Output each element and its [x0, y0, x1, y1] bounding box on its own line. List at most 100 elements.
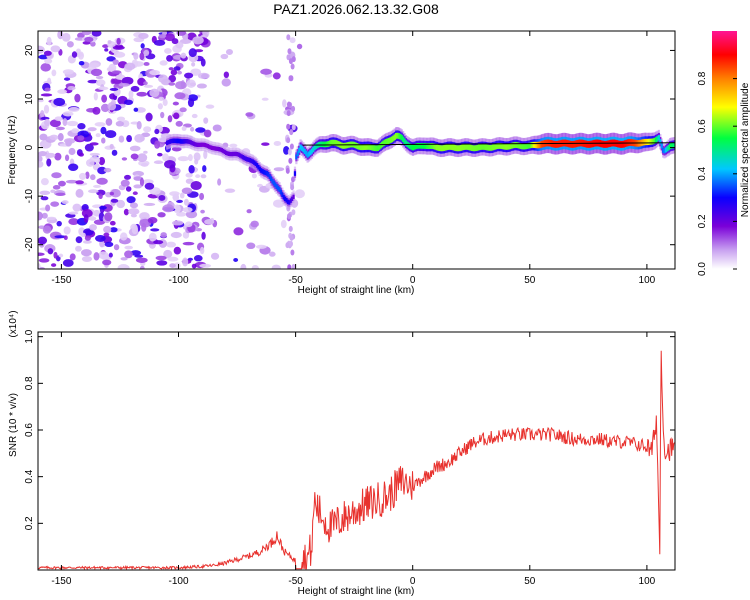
noise-blob — [133, 52, 139, 60]
ridge-segment — [438, 145, 441, 152]
ridge-segment — [247, 157, 250, 162]
noise-blob — [143, 126, 152, 133]
noise-blob — [287, 48, 292, 55]
ridge-segment — [517, 142, 520, 149]
ridge-segment — [293, 171, 297, 176]
ridge-segment — [518, 142, 521, 149]
noise-blob — [116, 199, 126, 209]
ridge-segment — [251, 159, 254, 164]
noise-blob — [53, 251, 58, 259]
noise-blob — [138, 32, 149, 40]
noise-blob — [104, 241, 114, 247]
noise-blob — [39, 190, 51, 195]
colorbar-ticks: 0.0 0.2 0.4 0.6 0.8 — [697, 71, 737, 276]
noise-blob — [38, 211, 43, 221]
noise-blob — [157, 152, 163, 157]
ridge-segment — [329, 140, 332, 147]
ridge-segment — [173, 138, 176, 144]
ridge-segment — [603, 140, 606, 148]
ridge-segment — [331, 139, 335, 146]
ridge-segment — [282, 194, 285, 200]
ridge-segment — [556, 140, 559, 148]
ridge-segment — [222, 148, 225, 154]
noise-blob — [61, 200, 69, 205]
noise-blob — [124, 245, 133, 250]
ridge-segment — [213, 146, 216, 151]
noise-blob — [287, 148, 292, 156]
ridge-segment — [536, 141, 540, 149]
noise-blob — [102, 204, 113, 212]
ridge-segment — [476, 144, 479, 151]
colorbar-tick-label: 0.8 — [697, 71, 708, 85]
noise-blob — [63, 138, 76, 144]
noise-blob — [112, 45, 125, 50]
noise-blob — [68, 211, 79, 215]
snr-x-ticks: -150 -100 -50 0 50 100 — [51, 332, 656, 587]
noise-blob — [153, 39, 166, 46]
noise-blob — [75, 180, 84, 185]
noise-blob — [54, 116, 63, 122]
ridge-segment — [425, 143, 429, 150]
noise-blob — [51, 69, 57, 77]
noise-blob — [121, 157, 128, 161]
ridge-segment — [199, 142, 202, 147]
ridge-segment — [619, 140, 623, 148]
noise-blob — [78, 152, 84, 157]
ridge-segment — [181, 139, 184, 144]
ridge-segment — [454, 144, 457, 151]
ridge-segment — [541, 140, 544, 148]
noise-blob — [240, 263, 247, 269]
snr-x-tick-label: -50 — [288, 576, 303, 587]
ridge-segment — [241, 154, 245, 160]
ridge-segment — [219, 147, 222, 152]
ridge-segment — [177, 138, 180, 144]
noise-blob — [250, 220, 259, 228]
noise-blob — [154, 128, 160, 135]
ridge-segment — [286, 199, 290, 205]
ridge-segment — [532, 141, 535, 148]
ridge-segment — [333, 139, 336, 146]
noise-blob — [56, 220, 62, 227]
ridge-segment — [451, 144, 454, 151]
noise-blob — [285, 242, 290, 249]
noise-blob — [288, 75, 293, 82]
noise-blob — [144, 182, 155, 190]
ridge-segment — [271, 178, 274, 184]
ridge-segment — [428, 143, 431, 149]
ridge-segment — [279, 189, 283, 195]
noise-blob — [143, 49, 150, 57]
noise-blob — [174, 92, 186, 100]
noise-blob — [245, 112, 254, 117]
ridge-segment — [417, 143, 420, 149]
ridge-segment — [569, 140, 572, 148]
ridge-segment — [373, 145, 377, 152]
ridge-segment — [662, 147, 665, 153]
noise-blob — [140, 162, 149, 167]
noise-blob — [187, 98, 195, 108]
noise-blob — [66, 41, 74, 48]
ridge-segment — [515, 142, 519, 149]
noise-blob — [63, 226, 71, 235]
ridge-segment — [334, 140, 337, 146]
ridge-segment — [383, 139, 387, 146]
ridge-segment — [586, 140, 589, 148]
ridge-segment — [330, 139, 333, 146]
ridge-segment — [403, 138, 406, 144]
noise-blob — [38, 45, 45, 54]
noise-blob — [135, 107, 146, 113]
noise-blob — [199, 192, 205, 201]
noise-blob — [66, 120, 79, 127]
ridge-segment — [289, 198, 292, 203]
ridge-segment — [531, 142, 534, 148]
ridge-segment — [667, 144, 670, 151]
noise-blob — [159, 60, 168, 66]
ridge-segment — [344, 142, 347, 149]
noise-blob — [38, 262, 41, 269]
noise-blob — [45, 204, 51, 212]
snr-plot-area — [38, 332, 675, 570]
ridge-segment — [491, 144, 495, 151]
noise-blob — [261, 97, 269, 101]
noise-blob — [200, 58, 206, 67]
noise-blob — [193, 152, 201, 161]
noise-blob — [123, 208, 129, 216]
